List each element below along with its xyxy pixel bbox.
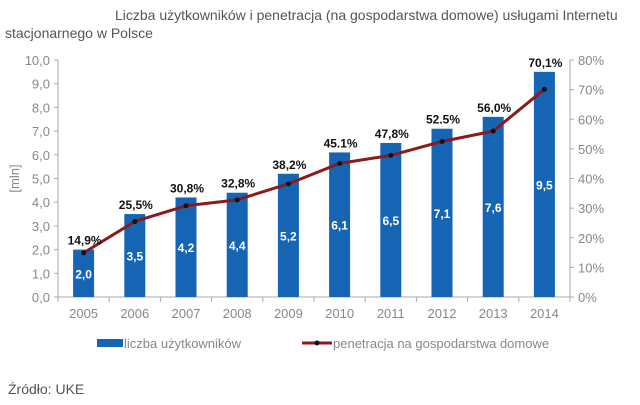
y-tick-label: 0,0: [32, 290, 50, 305]
bar: [277, 173, 299, 297]
penetration-label: 52.5%: [426, 113, 460, 127]
line-marker: [337, 160, 343, 166]
line-marker: [285, 181, 291, 187]
line-marker: [439, 138, 445, 144]
bar: [226, 192, 248, 297]
penetration-label: 30,8%: [170, 181, 204, 195]
bar-value-label: 4,4: [229, 239, 246, 253]
bar: [431, 128, 453, 297]
y2-tick-label: 10%: [578, 260, 604, 275]
bar-value-label: 6,1: [331, 219, 348, 233]
bar: [73, 249, 95, 297]
x-tick-label: 2008: [223, 306, 252, 321]
penetration-label: 14,9%: [68, 234, 102, 248]
penetration-label: 70,1%: [528, 56, 562, 70]
x-tick-label: 2011: [377, 306, 405, 321]
bar-value-label: 9,5: [536, 178, 553, 192]
y-tick-label: 6,0: [32, 148, 50, 163]
x-tick-label: 2010: [325, 306, 354, 321]
line-marker: [81, 250, 87, 256]
y-tick-label: 3,0: [32, 219, 50, 234]
line-marker: [234, 197, 240, 203]
penetration-label: 32,8%: [221, 177, 255, 191]
x-tick-label: 2006: [120, 306, 149, 321]
y-tick-label: 2,0: [32, 243, 50, 258]
chart-title: Liczba użytkowników i penetracja (na gos…: [5, 7, 618, 41]
y2-tick-label: 60%: [578, 112, 604, 127]
y2-tick-label: 20%: [578, 231, 604, 246]
line-marker: [132, 218, 138, 224]
legend-label-line: penetracja na gospodarstwa domowe: [333, 336, 549, 351]
y2-tick-label: 50%: [578, 142, 604, 157]
penetration-label: 45.1%: [324, 136, 358, 150]
line-marker: [183, 203, 189, 209]
y-tick-label: 4,0: [32, 195, 50, 210]
bar-value-label: 4,2: [178, 241, 195, 255]
y-tick-label: 1,0: [32, 266, 50, 281]
bar-value-label: 6,5: [382, 214, 399, 228]
penetration-label: 38,2%: [272, 158, 306, 172]
y2-tick-label: 0%: [578, 290, 597, 305]
bar-value-label: 2,0: [75, 267, 92, 281]
source-note: Źródło: UKE: [8, 381, 85, 397]
bar-value-label: 7,1: [434, 207, 451, 221]
x-tick-label: 2013: [479, 306, 508, 321]
y-axis-label: [mln]: [7, 164, 22, 192]
y-tick-label: 10,0: [25, 53, 50, 68]
legend-swatch-marker: [314, 340, 320, 346]
line-marker: [388, 152, 394, 158]
bar: [124, 214, 146, 297]
bar: [175, 197, 197, 297]
y2-tick-label: 30%: [578, 201, 604, 216]
y2-tick-label: 40%: [578, 172, 604, 187]
bar: [482, 116, 504, 297]
y2-tick-label: 80%: [578, 53, 604, 68]
legend-swatch-bar: [97, 339, 123, 347]
penetration-line: [82, 88, 546, 255]
bar: [380, 142, 402, 297]
bar-value-label: 5,2: [280, 229, 297, 243]
x-tick-label: 2009: [274, 306, 303, 321]
penetration-label: 56,0%: [477, 101, 511, 115]
line-marker: [490, 128, 496, 134]
bar-value-label: 7,6: [485, 201, 502, 215]
bar: [329, 152, 351, 297]
line-marker: [541, 86, 547, 92]
legend-label-bar: liczba użytkowników: [124, 336, 242, 351]
y-tick-label: 7,0: [32, 124, 50, 139]
x-tick-label: 2005: [69, 306, 98, 321]
y-tick-label: 8,0: [32, 100, 50, 115]
y-tick-label: 5,0: [32, 172, 50, 187]
penetration-label: 25,5%: [119, 198, 153, 212]
bar-value-label: 3,5: [126, 250, 143, 264]
x-tick-label: 2014: [530, 306, 559, 321]
y2-tick-label: 70%: [578, 83, 604, 98]
bar: [533, 71, 555, 297]
y-tick-label: 9,0: [32, 77, 50, 92]
penetration-label: 47,8%: [375, 127, 409, 141]
x-tick-label: 2007: [172, 306, 201, 321]
x-tick-label: 2012: [428, 306, 457, 321]
